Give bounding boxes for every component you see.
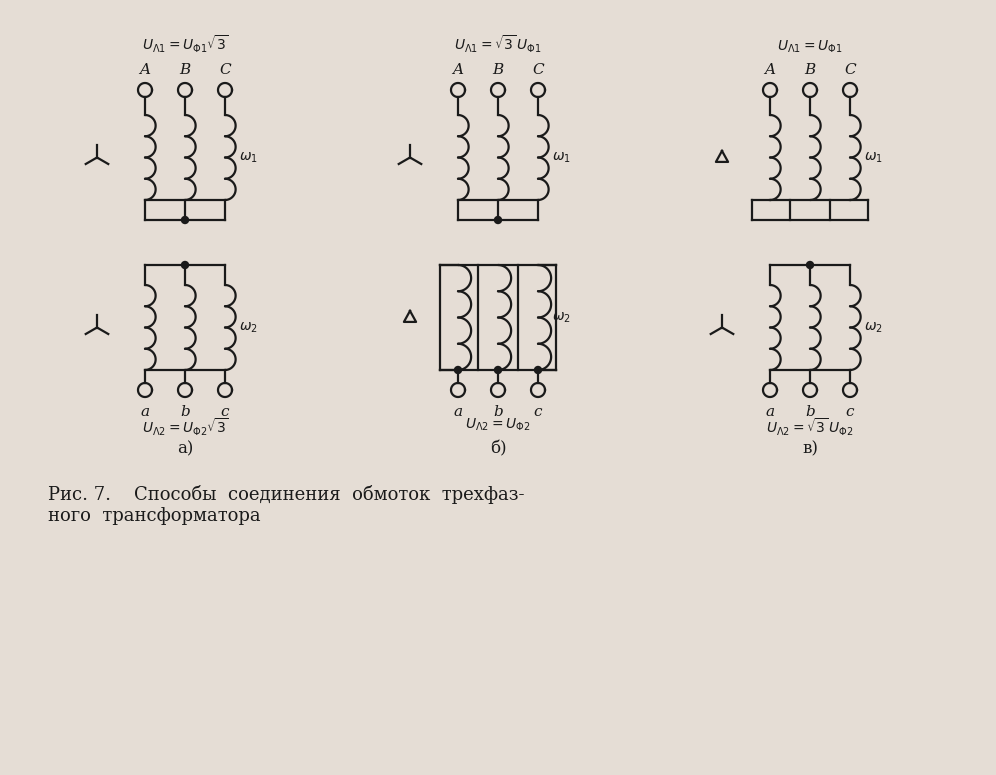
- Text: a: a: [140, 405, 149, 419]
- Circle shape: [454, 367, 461, 374]
- Text: a: a: [453, 405, 462, 419]
- Text: A: A: [452, 63, 463, 77]
- Text: $\omega_1$: $\omega_1$: [552, 150, 571, 165]
- Text: $\omega_1$: $\omega_1$: [239, 150, 258, 165]
- Text: $\omega_2$: $\omega_2$: [864, 320, 882, 335]
- Text: $U_{\Lambda1}=U_{\Phi1}$: $U_{\Lambda1}=U_{\Phi1}$: [777, 39, 843, 55]
- Text: A: A: [139, 63, 150, 77]
- Text: $\omega_2$: $\omega_2$: [552, 310, 571, 325]
- Text: b: b: [805, 405, 815, 419]
- Text: C: C: [532, 63, 544, 77]
- Circle shape: [494, 216, 502, 223]
- Text: $U_{\Lambda2}=U_{\Phi2}$: $U_{\Lambda2}=U_{\Phi2}$: [465, 417, 531, 433]
- Text: а): а): [177, 440, 193, 457]
- Circle shape: [535, 367, 542, 374]
- Circle shape: [181, 261, 188, 268]
- Text: a: a: [766, 405, 775, 419]
- Text: C: C: [845, 63, 856, 77]
- Text: $U_{\Lambda2}=U_{\Phi2}\sqrt{3}$: $U_{\Lambda2}=U_{\Phi2}\sqrt{3}$: [141, 417, 228, 438]
- Text: $\omega_2$: $\omega_2$: [239, 320, 258, 335]
- Circle shape: [494, 367, 502, 374]
- Text: c: c: [221, 405, 229, 419]
- Circle shape: [807, 261, 814, 268]
- Text: b: b: [493, 405, 503, 419]
- Text: c: c: [846, 405, 855, 419]
- Text: $U_{\Lambda1}=\sqrt{3}\,U_{\Phi1}$: $U_{\Lambda1}=\sqrt{3}\,U_{\Phi1}$: [454, 34, 542, 55]
- Text: B: B: [492, 63, 504, 77]
- Text: $\omega_1$: $\omega_1$: [864, 150, 882, 165]
- Circle shape: [181, 216, 188, 223]
- Text: $U_{\Lambda1}=U_{\Phi1}\sqrt{3}$: $U_{\Lambda1}=U_{\Phi1}\sqrt{3}$: [141, 34, 228, 55]
- Text: b: b: [180, 405, 190, 419]
- Text: в): в): [802, 440, 818, 457]
- Text: Рис. 7.    Способы  соединения  обмоток  трехфаз-
ного  трансформатора: Рис. 7. Способы соединения обмоток трехф…: [48, 485, 525, 525]
- Text: б): б): [490, 440, 506, 457]
- Text: B: B: [805, 63, 816, 77]
- Text: $U_{\Lambda2}=\sqrt{3}\,U_{\Phi2}$: $U_{\Lambda2}=\sqrt{3}\,U_{\Phi2}$: [766, 417, 854, 438]
- Text: A: A: [765, 63, 776, 77]
- Text: c: c: [534, 405, 542, 419]
- Text: C: C: [219, 63, 231, 77]
- Text: B: B: [179, 63, 190, 77]
